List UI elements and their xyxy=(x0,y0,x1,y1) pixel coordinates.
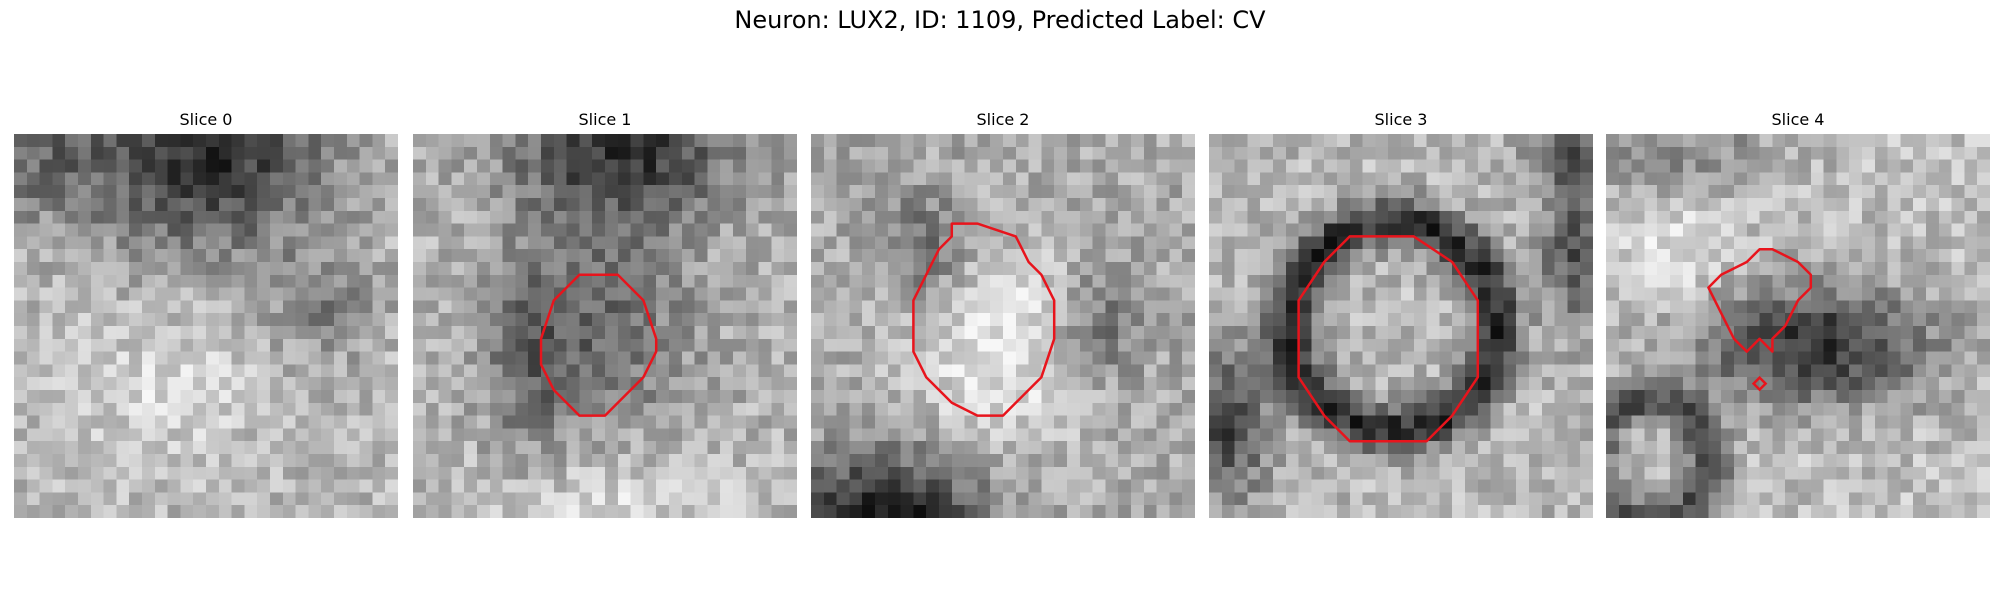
slice-title: Slice 0 xyxy=(179,110,233,129)
slice-title: Slice 3 xyxy=(1374,110,1428,129)
pixel-grid xyxy=(14,134,398,518)
segmentation-contour-fragment xyxy=(1751,375,1768,392)
slice-title: Slice 1 xyxy=(578,110,632,129)
figure-title: Neuron: LUX2, ID: 1109, Predicted Label:… xyxy=(734,6,1266,34)
pixel-grid xyxy=(1606,134,1990,518)
pixel-grid xyxy=(811,134,1195,518)
pixel-grid xyxy=(413,134,797,518)
slice-title: Slice 4 xyxy=(1771,110,1825,129)
slice-panel-0: Slice 0 xyxy=(14,108,398,518)
pixel-grid xyxy=(1209,134,1593,518)
slice-title: Slice 2 xyxy=(976,110,1030,129)
segmentation-contour xyxy=(1707,247,1813,353)
segmentation-contour xyxy=(539,273,658,417)
slice-image xyxy=(14,134,398,518)
segmentation-contour xyxy=(1297,235,1480,443)
slice-image xyxy=(1209,134,1593,518)
segmentation-contour xyxy=(912,222,1056,417)
slice-panel-1: Slice 1 xyxy=(413,108,797,518)
slice-image xyxy=(413,134,797,518)
slice-panel-4: Slice 4 xyxy=(1606,108,1990,518)
slice-image xyxy=(811,134,1195,518)
slice-image xyxy=(1606,134,1990,518)
slice-panel-3: Slice 3 xyxy=(1209,108,1593,518)
slice-panel-2: Slice 2 xyxy=(811,108,1195,518)
